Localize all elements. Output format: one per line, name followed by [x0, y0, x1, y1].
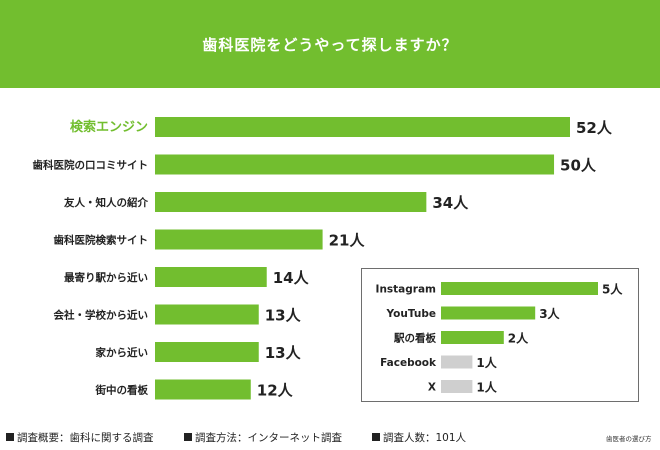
inset-bar: [441, 380, 473, 393]
footer-note-count: 調査人数：101人: [372, 430, 466, 445]
category-label: 家から近い: [96, 346, 149, 359]
bar: [155, 154, 555, 175]
value-label: 34人: [432, 194, 469, 212]
footer-note-overview: 調査概要：歯科に関する調査: [6, 430, 154, 445]
inset-value-label: 2人: [508, 331, 529, 346]
bar: [155, 117, 570, 137]
chart-header: 歯科医院をどうやって探しますか？: [0, 0, 660, 88]
category-label: 会社・学校から近い: [54, 309, 149, 322]
value-label: 12人: [257, 382, 294, 400]
inset-bar: [441, 331, 504, 344]
value-label: 50人: [560, 157, 597, 175]
inset-value-label: 1人: [476, 380, 497, 395]
inset-bar: [441, 306, 536, 320]
category-label: 検索エンジン: [70, 119, 148, 135]
bar: [155, 192, 427, 212]
inset-category-label: YouTube: [386, 308, 436, 320]
footer: 調査概要：歯科に関する調査 調査方法：インターネット調査 調査人数：101人 歯…: [6, 430, 656, 448]
value-label: 13人: [265, 344, 302, 362]
value-label: 13人: [265, 307, 302, 325]
bar: [155, 267, 267, 287]
inset-category-label: Facebook: [380, 357, 437, 369]
category-label: 最寄り駅から近い: [64, 271, 148, 284]
inset-value-label: 3人: [539, 306, 560, 321]
category-label: 歯科医院検索サイト: [54, 234, 149, 247]
category-label: 街中の看板: [95, 384, 149, 397]
category-label: 歯科医院の口コミサイト: [33, 159, 149, 172]
brand-logo-text: 歯医者の選び方: [606, 435, 652, 443]
chart-title: 歯科医院をどうやって探しますか？: [202, 35, 458, 54]
inset-value-label: 1人: [476, 355, 497, 370]
footer-note-method: 調査方法：インターネット調査: [184, 430, 342, 445]
category-label: 友人・知人の紹介: [63, 196, 148, 209]
inset-category-label: Instagram: [376, 284, 437, 296]
inset-bar: [441, 355, 473, 369]
value-label: 21人: [329, 232, 366, 250]
value-label: 14人: [273, 269, 310, 287]
value-label: 52人: [576, 119, 613, 137]
bar: [155, 229, 323, 250]
inset-bar: [441, 282, 598, 295]
inset-category-label: 駅の看板: [394, 332, 436, 345]
bar: [155, 379, 251, 400]
inset-value-label: 5人: [602, 282, 623, 297]
bar: [155, 304, 259, 325]
bar: [155, 342, 259, 362]
inset-category-label: X: [428, 382, 436, 394]
